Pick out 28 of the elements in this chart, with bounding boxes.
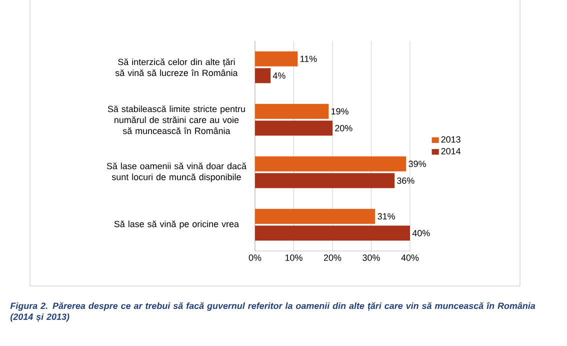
legend-label: 2013 bbox=[441, 136, 460, 143]
data-label: 39% bbox=[408, 160, 426, 168]
y-tick-label: Să lase oamenii să vină doar dacă sunt locuri de muncă disponibile bbox=[106, 162, 246, 182]
bar bbox=[255, 51, 298, 66]
bar bbox=[255, 68, 270, 84]
data-label: 40% bbox=[412, 230, 430, 236]
y-tick-label: Să stabilească limite stricte pentru numărul de străini care au voie să muncească în România bbox=[108, 105, 245, 134]
y-tick-label: Să interzică celor din alte țări să vină să lucreze în România bbox=[115, 58, 238, 76]
y-tick-label: Să lase să vină pe oricine vrea bbox=[114, 220, 239, 229]
bar bbox=[255, 120, 332, 136]
x-tick-label: 0% bbox=[248, 254, 262, 261]
data-label: 20% bbox=[335, 124, 352, 132]
legend-label: 2014 bbox=[441, 148, 461, 154]
bar bbox=[255, 208, 376, 224]
data-label: 31% bbox=[378, 213, 395, 220]
bar bbox=[255, 156, 406, 172]
data-label: 36% bbox=[397, 177, 414, 184]
text: Figura 2. Părerea despre ce ar trebui să facă guvernul referitor la oamenii din alte țări care vin să muncească în România (2014 și 2013) bbox=[10, 302, 536, 322]
x-tick-label: 40% bbox=[401, 254, 419, 261]
data-label: 4% bbox=[272, 72, 286, 79]
x-tick-label: 10% bbox=[285, 254, 302, 261]
data-label: 11% bbox=[300, 56, 317, 62]
x-tick-label: 20% bbox=[324, 254, 342, 261]
x-tick-label: 30% bbox=[362, 254, 380, 261]
data-label: 19% bbox=[332, 108, 348, 115]
bar bbox=[255, 226, 410, 241]
bar bbox=[255, 173, 394, 188]
bar bbox=[255, 104, 329, 119]
